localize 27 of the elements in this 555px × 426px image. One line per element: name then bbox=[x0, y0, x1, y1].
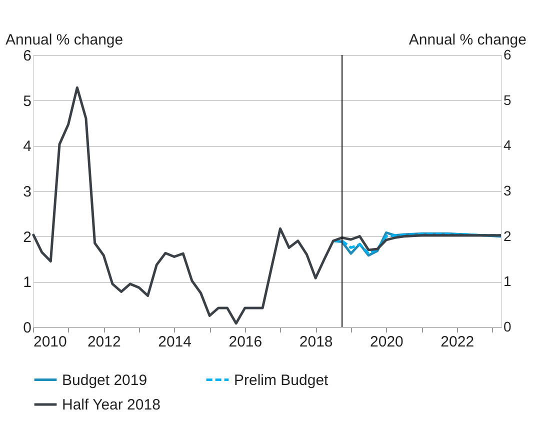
y2-tick-label: 0 bbox=[504, 318, 512, 334]
x-tick-label: 2016 bbox=[228, 334, 262, 350]
y-tick-label: 1 bbox=[23, 274, 32, 292]
y-tick-label: 3 bbox=[23, 184, 32, 200]
y-tick-label: 2 bbox=[23, 228, 32, 246]
y2-tick-label: 1 bbox=[504, 273, 512, 290]
legend-label: Budget 2019 bbox=[62, 372, 148, 389]
y2-tick-label: 5 bbox=[504, 92, 512, 108]
y-axis-title: Annual % change bbox=[6, 32, 124, 48]
y2-tick-label: 4 bbox=[504, 137, 512, 154]
x-tick-label: 2012 bbox=[87, 334, 121, 350]
y-tick-label: 5 bbox=[23, 92, 32, 110]
y2-tick-label: 6 bbox=[504, 46, 512, 62]
y-tick-label: 6 bbox=[23, 48, 32, 64]
x-tick-label: 2018 bbox=[299, 334, 333, 350]
x-tick-label: 2020 bbox=[370, 334, 404, 350]
y2-tick-label: 2 bbox=[504, 228, 512, 244]
x-tick-label: 2022 bbox=[440, 334, 474, 350]
x-tick-label: 2010 bbox=[34, 334, 67, 350]
line-series bbox=[32, 86, 502, 325]
x-tick-label: 2014 bbox=[158, 334, 192, 350]
legend-label: Half Year 2018 bbox=[62, 396, 160, 414]
y2-axis-title: Annual % change bbox=[408, 32, 526, 48]
y2-tick-label: 3 bbox=[504, 182, 512, 198]
y-tick-label: 0 bbox=[23, 320, 32, 336]
legend-label: Prelim Budget bbox=[234, 372, 330, 389]
y-tick-label: 4 bbox=[23, 138, 32, 156]
